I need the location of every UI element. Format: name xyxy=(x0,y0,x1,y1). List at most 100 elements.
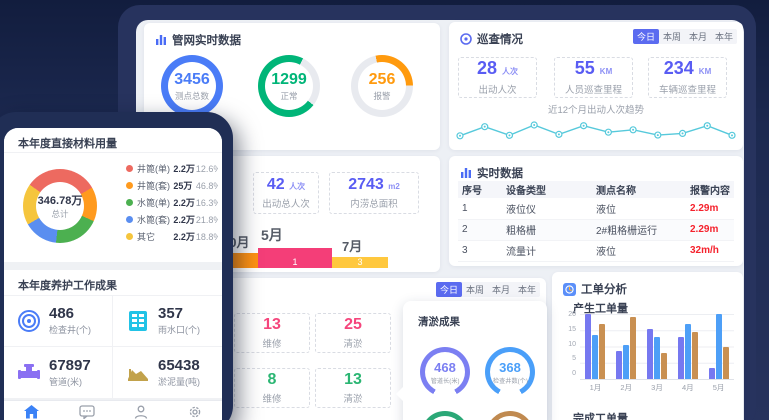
dredge-results-popover: 清淤成果 468 管道长(米) 368 检查井数(个) xyxy=(396,301,547,420)
tab-week[interactable]: 本周 xyxy=(465,285,484,295)
bar-group xyxy=(616,314,637,379)
patrol-tab-group: 今日 本周 本月 本年 xyxy=(633,29,737,44)
donut-total-points: 3456 测点总数 xyxy=(161,55,223,117)
stat-label: 出动总人次 xyxy=(262,199,310,211)
stat-box-dispatch-total: 42 人次 出动总人次 xyxy=(253,172,319,214)
trend-title: 近12个月出动人次趋势 xyxy=(547,105,645,116)
material-usage-card: 本年度直接材料用量 346.78万 总计 井篦(单) 2.2万 12.6% 井篦… xyxy=(4,128,222,262)
donut-center-value: 346.78万 xyxy=(37,195,83,207)
gauge-peek-green xyxy=(421,411,469,420)
donut-value: 3456 xyxy=(174,70,210,88)
gauge-value: 468 xyxy=(434,359,456,375)
panel-title: 巡查情况 xyxy=(477,34,523,46)
order-bar-chart: 20 15 10 5 0 1月 2月 3月 4月 5月 xyxy=(564,311,734,406)
stat-label: 出动人次 xyxy=(478,84,517,96)
bar xyxy=(623,344,630,379)
tab-today[interactable]: 今日 xyxy=(436,282,462,297)
divider xyxy=(4,152,222,153)
bar xyxy=(599,323,606,379)
legend-dot xyxy=(126,216,133,223)
stat-cell-rain-inlets: 357 雨水口(个) xyxy=(113,295,222,347)
gauge-label: 管道长(米) xyxy=(430,377,460,385)
bar xyxy=(691,331,698,379)
gear-icon xyxy=(189,406,201,418)
bar xyxy=(715,314,722,379)
card-title: 本年度直接材料用量 xyxy=(18,138,117,150)
bar xyxy=(722,346,729,379)
stat-box-dredge-2: 13 清淤 xyxy=(315,368,391,408)
nav-home[interactable] xyxy=(23,405,39,420)
alarm-table: 序号 设备类型 测点名称 报警内容 1 液位仪 液位 2.29m 2 粗格栅 2… xyxy=(458,181,734,262)
stat-label: 清淤 xyxy=(343,339,363,351)
stat-label: 维修 xyxy=(262,394,282,406)
material-donut-chart: 346.78万 总计 xyxy=(23,169,97,243)
order-panel: 工单分析 产生工单量 20 15 10 5 0 1月 2月 3月 4月 5月 完成工单量 xyxy=(552,272,743,420)
donut-label: 测点总数 xyxy=(174,90,209,101)
phone-screen: 本年度直接材料用量 346.78万 总计 井篦(单) 2.2万 12.6% 井篦… xyxy=(4,128,222,420)
gauge-well-count: 368 检查井数(个) xyxy=(485,347,535,397)
stat-box-vehicle-km: 234 KM 车辆巡查里程 xyxy=(648,57,727,98)
stat-value: 25 xyxy=(344,315,362,333)
table-row[interactable]: 3 流量计 液位 32m/h xyxy=(458,240,734,262)
popover-tail xyxy=(396,387,403,401)
clock-icon xyxy=(563,282,576,296)
stat-unit: KM xyxy=(599,67,613,77)
legend-dot xyxy=(126,165,133,172)
bar-chart-icon xyxy=(461,168,471,178)
stat-cell-pipeline: 67897 管道(米) xyxy=(4,347,113,399)
maintenance-results-card: 本年度养护工作成果 486 检查井(个) xyxy=(4,270,222,399)
donut-value: 1299 xyxy=(271,70,307,88)
bar xyxy=(616,351,623,379)
stat-value: 13 xyxy=(263,315,281,333)
tab-year[interactable]: 本年 xyxy=(714,32,733,42)
realtime-panel: 实时数据 序号 设备类型 测点名称 报警内容 1 液位仪 液位 2.29m 2 … xyxy=(449,156,743,266)
stat-label: 人员巡查里程 xyxy=(564,84,622,96)
legend-dot xyxy=(126,182,133,189)
stat-cell-wells: 486 检查井(个) xyxy=(4,295,113,347)
bar xyxy=(684,323,691,379)
work-tab-group: 今日 本周 本月 本年 xyxy=(436,282,540,297)
stat-box-patrol-persons: 28 人次 出动人次 xyxy=(458,57,537,98)
grid-icon xyxy=(129,310,147,331)
tab-month[interactable]: 本月 xyxy=(491,285,510,295)
stat-value: 234 xyxy=(663,59,694,79)
bar xyxy=(660,353,667,379)
table-row[interactable]: 2 粗格栅 2#粗格栅运行 2.29m xyxy=(458,219,734,241)
legend-item: 水篦(套) 2.2万 21.8% xyxy=(126,211,218,228)
nav-messages[interactable] xyxy=(78,405,95,420)
rank-bar-1: 1 xyxy=(258,248,332,268)
home-icon xyxy=(23,405,39,419)
stat-value: 13 xyxy=(344,370,362,388)
stat-value: 42 xyxy=(266,175,285,193)
nav-settings[interactable] xyxy=(188,405,202,420)
table-row[interactable]: 1 液位仪 液位 2.29m xyxy=(458,198,734,220)
bar-group xyxy=(677,314,698,379)
gauge-label: 检查井数(个) xyxy=(492,377,528,385)
donut-label: 正常 xyxy=(280,90,298,101)
compass-icon xyxy=(460,33,472,45)
table-header-row: 序号 设备类型 测点名称 报警内容 xyxy=(458,181,734,198)
donut-label: 报警 xyxy=(373,90,391,101)
stat-box-dredge-today: 25 清淤 xyxy=(315,313,391,353)
nav-profile[interactable] xyxy=(134,405,148,420)
stat-unit: m2 xyxy=(388,181,400,191)
bar-group xyxy=(708,314,729,379)
card-title: 本年度养护工作成果 xyxy=(18,280,117,292)
donut-legend: 井篦(单) 2.2万 12.6% 井篦(套) 25万 46.8% 水篦(单) 2… xyxy=(126,160,218,245)
stat-value: 28 xyxy=(476,59,497,79)
bar xyxy=(708,367,715,379)
tab-week[interactable]: 本周 xyxy=(662,32,681,42)
tab-year[interactable]: 本年 xyxy=(517,285,536,295)
tab-month[interactable]: 本月 xyxy=(688,32,707,42)
y-axis-labels: 20 15 10 5 0 xyxy=(568,311,576,377)
donut-alarm: 256 报警 xyxy=(351,55,413,117)
stat-label: 车辆巡查里程 xyxy=(658,84,716,96)
tab-today[interactable]: 今日 xyxy=(633,29,659,44)
maintenance-grid: 486 检查井(个) 357 雨水口(个) xyxy=(4,295,222,399)
pipe-icon xyxy=(18,363,40,379)
target-icon xyxy=(18,309,40,332)
patrol-line-chart xyxy=(456,121,736,140)
panel-title: 管网实时数据 xyxy=(172,35,241,47)
donut-center-label: 总计 xyxy=(51,209,69,219)
divider xyxy=(4,295,222,296)
